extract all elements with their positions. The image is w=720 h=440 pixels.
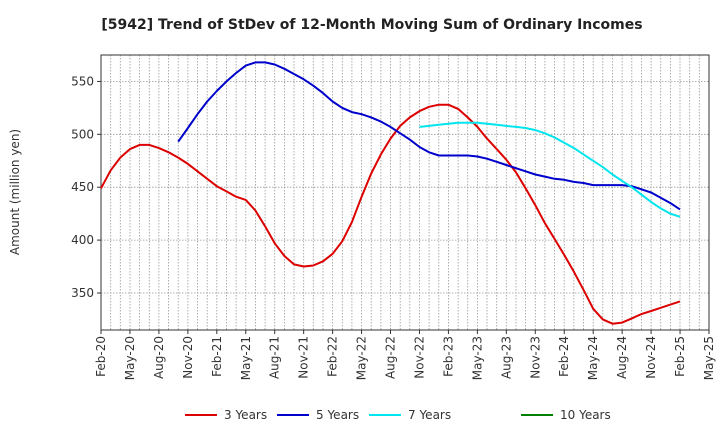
y-tick-label: 350: [71, 286, 94, 300]
legend: 3 Years 5 Years 7 Years 10 Years: [185, 408, 611, 422]
x-tick-label: May-23: [470, 336, 484, 380]
x-tick-label: May-21: [239, 336, 253, 380]
series-line-5-years: [177, 61, 681, 211]
x-tick-label: Nov-20: [181, 336, 195, 379]
x-tick-label: Aug-22: [384, 336, 398, 379]
x-tick-label: Feb-25: [673, 336, 687, 377]
y-axis-ticks: 350 400 450 500 550: [71, 74, 101, 300]
plot-frame: [100, 54, 710, 331]
series-line-3-years: [100, 103, 681, 325]
y-axis-label: Amount (million yen): [8, 129, 22, 255]
y-tick-label: 550: [71, 74, 94, 88]
x-tick-label: Aug-23: [499, 336, 513, 379]
x-tick-label: Aug-24: [615, 336, 629, 379]
x-tick-label: Feb-21: [210, 336, 224, 377]
x-tick-label: May-22: [355, 336, 369, 380]
x-tick-label: Nov-24: [644, 336, 658, 379]
y-tick-label: 400: [71, 233, 94, 247]
legend-label: 7 Years: [408, 408, 451, 422]
x-tick-label: Aug-21: [268, 336, 282, 379]
x-tick-label: Feb-22: [326, 336, 340, 377]
x-tick-label: May-24: [586, 336, 600, 380]
x-tick-label: Feb-23: [441, 336, 455, 377]
series-line-7-years: [419, 121, 681, 218]
x-tick-label: Nov-23: [528, 336, 542, 379]
y-tick-label: 450: [71, 180, 94, 194]
x-tick-label: May-25: [702, 336, 716, 380]
x-tick-label: Feb-24: [557, 336, 571, 377]
legend-label: 10 Years: [560, 408, 611, 422]
legend-label: 5 Years: [316, 408, 359, 422]
series-lines: [100, 61, 681, 325]
x-tick-label: Nov-21: [297, 336, 311, 379]
x-tick-label: Aug-20: [152, 336, 166, 379]
chart-title: [5942] Trend of StDev of 12-Month Moving…: [101, 17, 642, 33]
x-tick-label: May-20: [123, 336, 137, 380]
gridlines: [101, 55, 709, 330]
x-axis-ticks: Feb-20 May-20 Aug-20 Nov-20 Feb-21 May-21 Aug-…: [94, 330, 716, 380]
legend-label: 3 Years: [224, 408, 267, 422]
y-tick-label: 500: [71, 127, 94, 141]
x-tick-label: Feb-20: [94, 336, 108, 377]
x-tick-label: Nov-22: [412, 336, 426, 379]
